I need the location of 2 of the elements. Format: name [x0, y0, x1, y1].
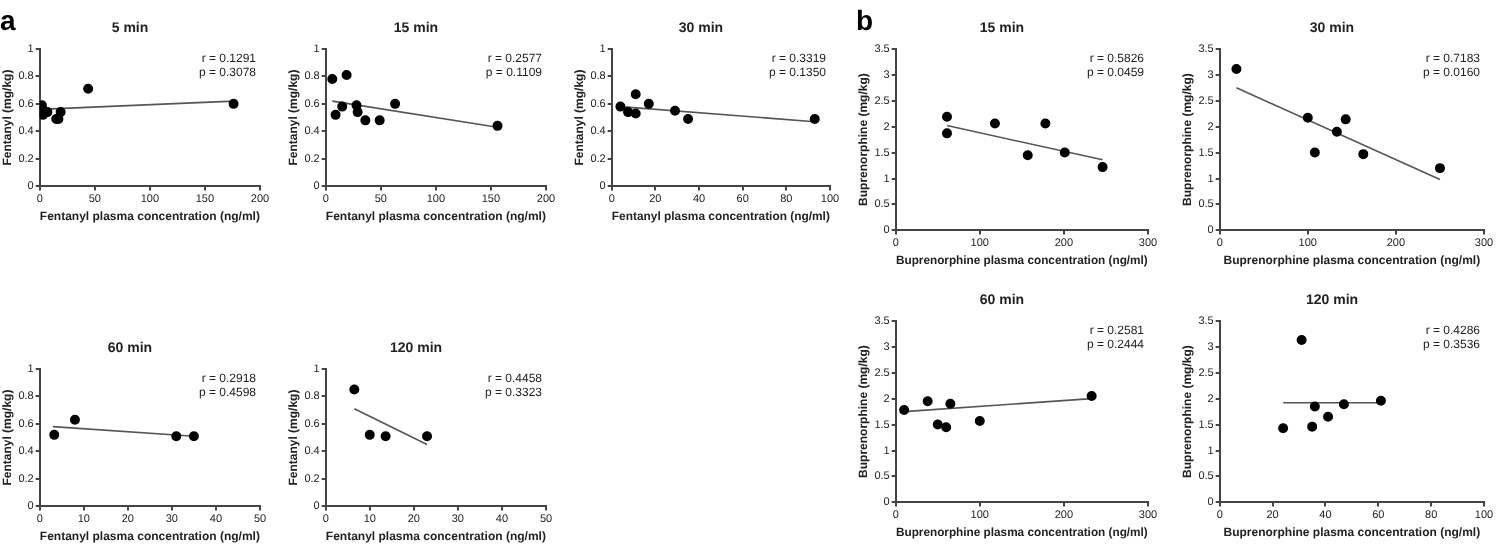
chart-subtitle: b — [856, 4, 874, 36]
chart-subtitle: a — [0, 4, 16, 36]
